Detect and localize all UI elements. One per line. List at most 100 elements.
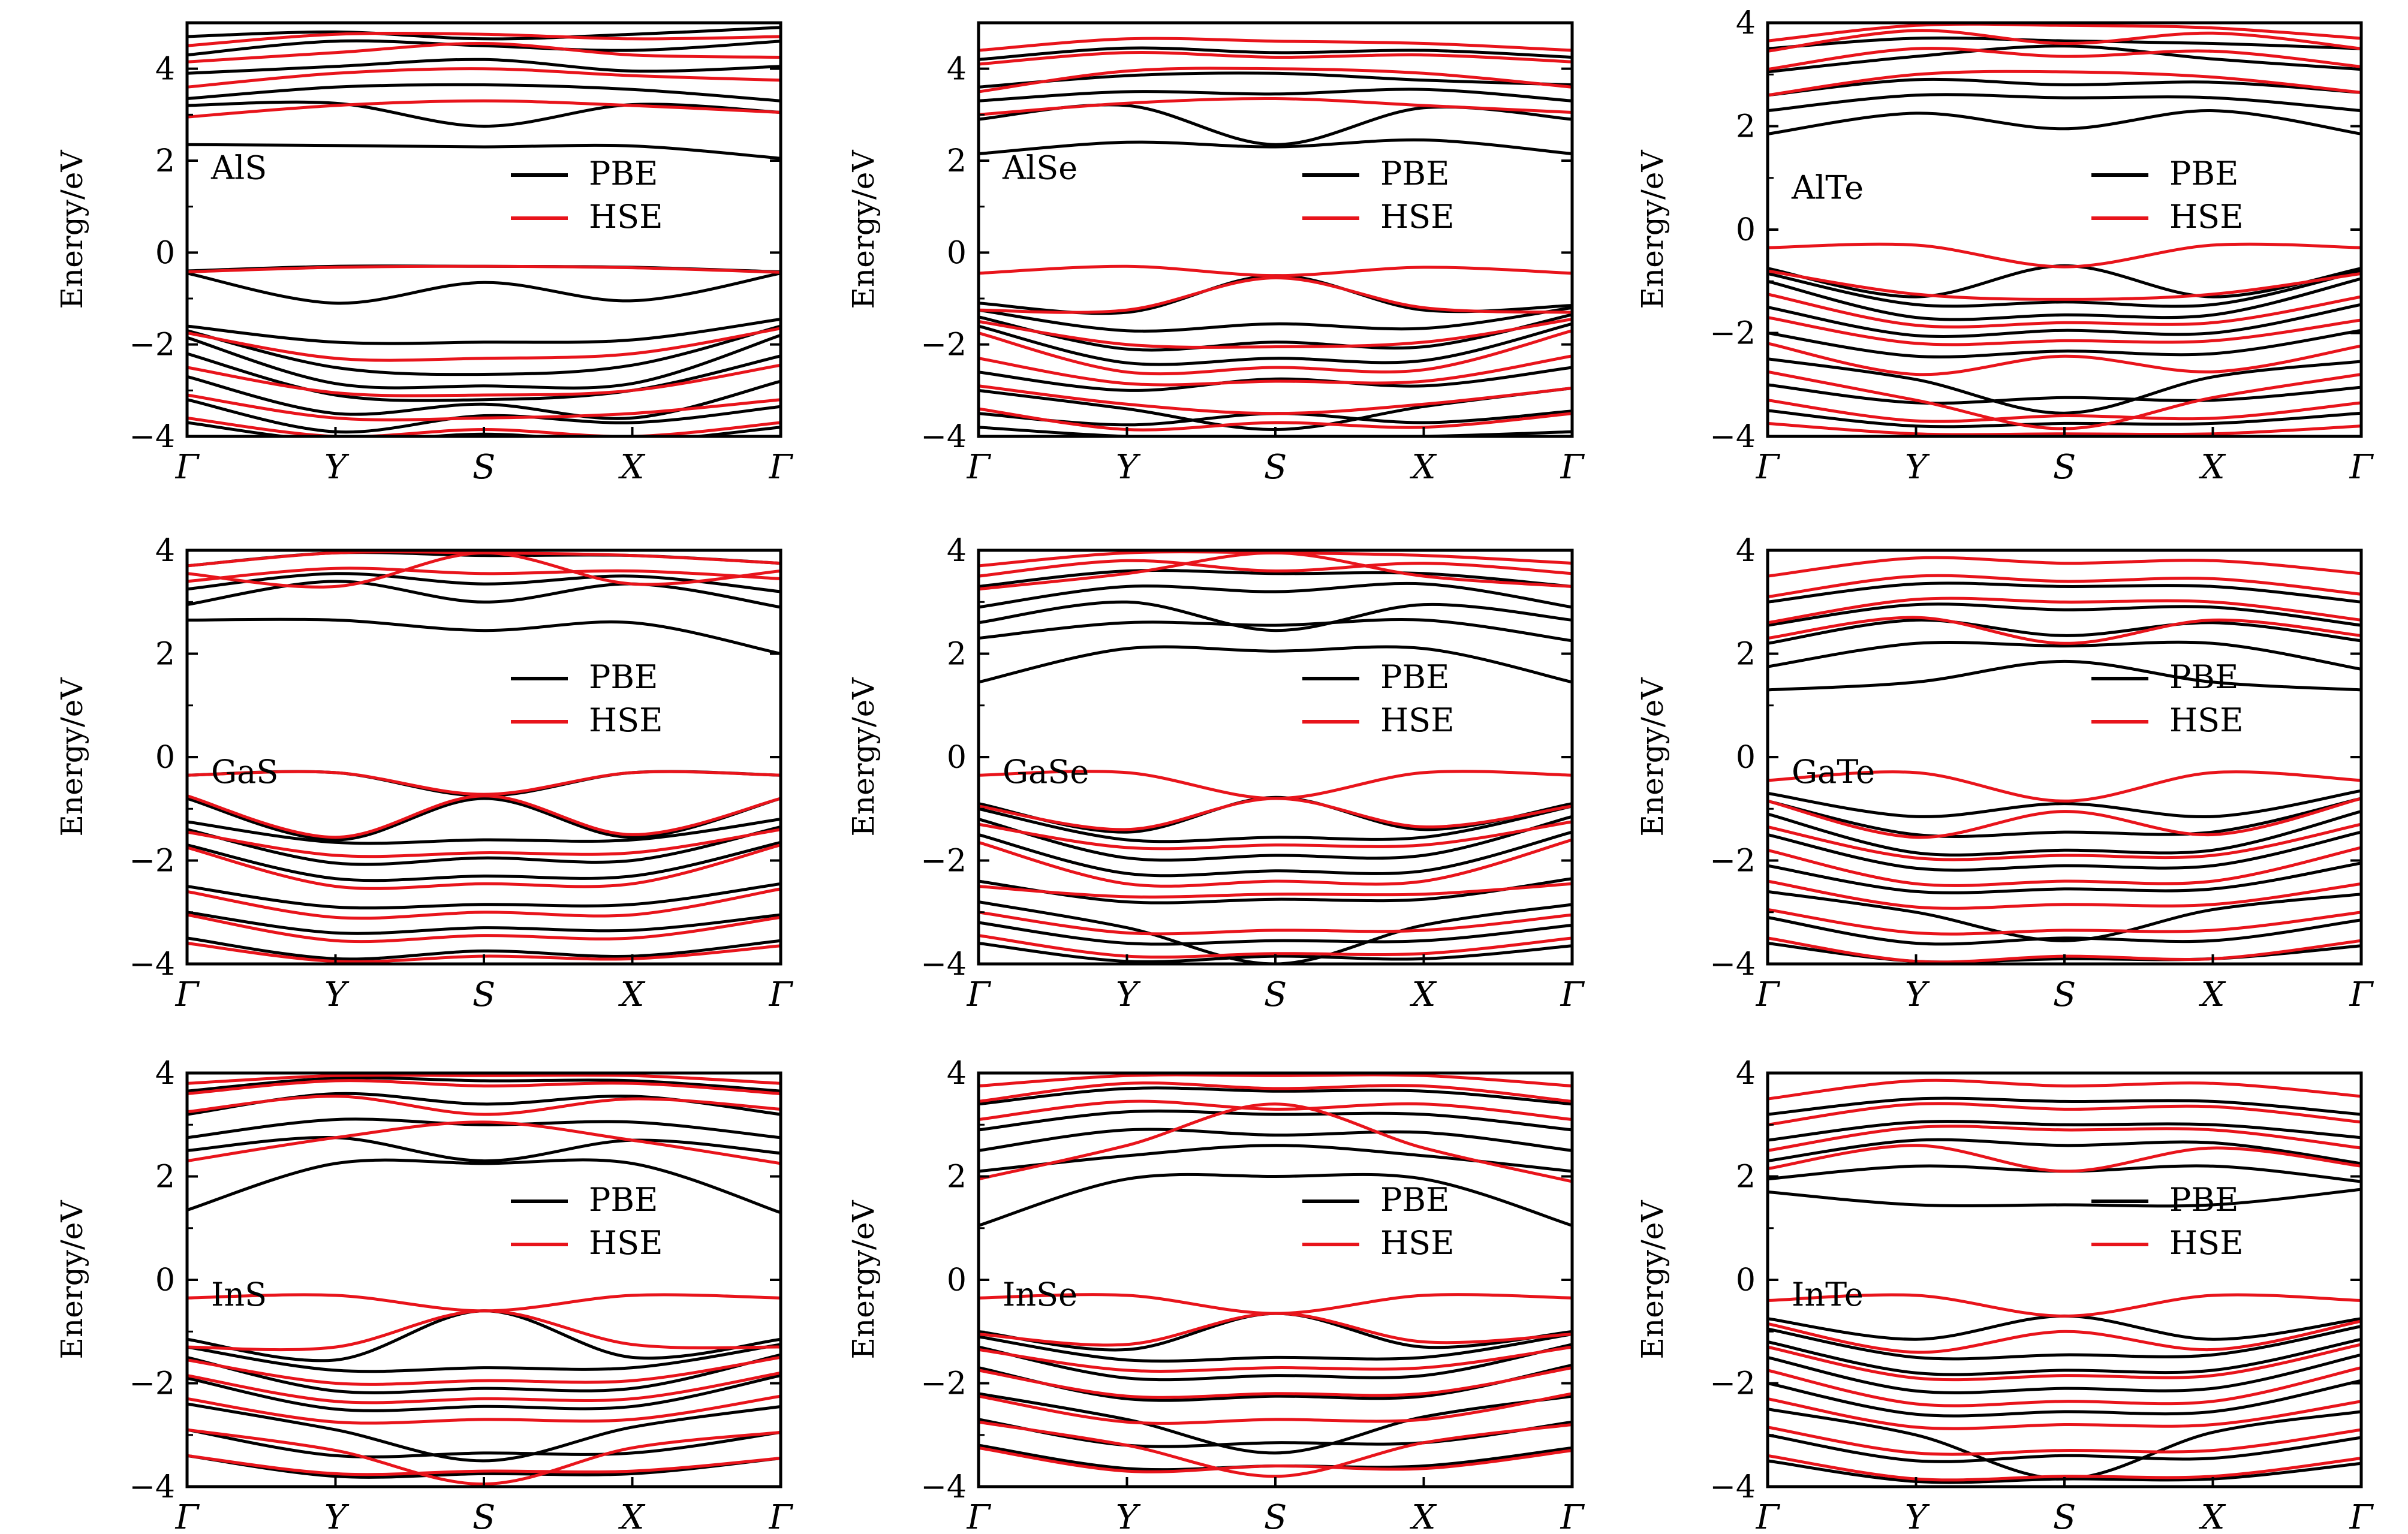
- material-label: AlTe: [1791, 168, 1864, 206]
- hse-conduction-band-alse-2: [979, 51, 1572, 66]
- pbe-conduction-band-gase-3: [979, 581, 1572, 609]
- kpoint-label: Γ: [175, 448, 200, 487]
- bands-inse: [979, 1073, 1572, 1478]
- pbe-valence-band-alte-4: [1768, 329, 2361, 358]
- pbe-valence-band-gas-3: [187, 825, 781, 866]
- hse-valence-band-gas-3: [187, 843, 781, 890]
- hse-valence-band-gate-1: [1768, 797, 2361, 839]
- legend-label-hse: HSE: [1380, 198, 1455, 236]
- pbe-conduction-band-alte-4: [1768, 36, 2361, 50]
- hse-valence-band-gas-5: [187, 913, 781, 944]
- kpoint-label: X: [1410, 448, 1437, 487]
- hse-valence-band-ins-5: [187, 1428, 781, 1486]
- hse-conduction-band-alse-0: [979, 97, 1572, 116]
- ytick-label: 2: [155, 143, 175, 179]
- kpoint-label: Γ: [967, 1498, 992, 1534]
- pbe-valence-band-gate-1: [1768, 797, 2361, 838]
- hse-valence-band-gase-5: [979, 911, 1572, 936]
- ytick-label: 4: [1736, 5, 1756, 41]
- ytick-label: −2: [920, 1366, 967, 1402]
- pbe-valence-band-inte-0: [1768, 1314, 2361, 1341]
- hse-conduction-band-gate-0: [1768, 616, 2361, 645]
- pbe-valence-band-alse-3: [979, 322, 1572, 366]
- ytick-label: 2: [947, 637, 967, 673]
- pbe-valence-band-alte-3: [1768, 303, 2361, 338]
- kpoint-label: S: [472, 975, 495, 1014]
- hse-conduction-band-alse-1: [979, 67, 1572, 94]
- legend-label-pbe: PBE: [2169, 1181, 2238, 1219]
- hse-valence-band-inte-6: [1768, 1454, 2361, 1482]
- pbe-conduction-band-alte-0: [1768, 109, 2361, 135]
- hse-valence-band-gate-3: [1768, 846, 2361, 887]
- kpoint-label: Γ: [175, 975, 200, 1014]
- pbe-valence-band-inse-5: [979, 1418, 1572, 1448]
- pbe-valence-band-als-4: [187, 333, 781, 390]
- hse-valence-band-inse-1: [979, 1312, 1572, 1347]
- kpoint-label: Y: [324, 448, 350, 487]
- kpoint-label: Γ: [1756, 975, 1781, 1014]
- pbe-valence-band-gase-2: [979, 815, 1572, 862]
- hse-valence-band-alse-1: [979, 276, 1572, 314]
- pbe-valence-band-gate-6: [1768, 915, 2361, 946]
- kpoint-label: S: [472, 1498, 495, 1534]
- ytick-label: −4: [920, 947, 967, 983]
- hse-valence-band-gas-0: [187, 770, 781, 796]
- pbe-conduction-band-alte-3: [1768, 44, 2361, 74]
- kpoint-label: Γ: [1560, 1498, 1585, 1534]
- pbe-valence-band-inse-1: [979, 1333, 1572, 1363]
- bands-inte: [1768, 1078, 2361, 1484]
- legend-label-pbe: PBE: [1380, 155, 1449, 192]
- hse-conduction-band-gate-1: [1768, 596, 2361, 625]
- kpoint-label: S: [472, 448, 495, 487]
- hse-conduction-band-alte-1: [1768, 47, 2361, 71]
- hse-conduction-band-gas-2: [187, 551, 781, 589]
- hse-valence-band-gase-2: [979, 820, 1572, 851]
- ytick-label: 0: [155, 1262, 175, 1298]
- hse-valence-band-gas-1: [187, 794, 781, 839]
- pbe-valence-band-inse-4: [979, 1392, 1572, 1455]
- kpoint-label: Y: [1116, 1498, 1141, 1534]
- hse-conduction-band-inse-1: [979, 1099, 1572, 1122]
- pbe-valence-band-gase-4: [979, 877, 1572, 905]
- ytick-label: −2: [1709, 843, 1756, 879]
- hse-valence-band-gas-2: [187, 828, 781, 858]
- pbe-conduction-band-als-0: [187, 143, 781, 160]
- ytick-label: 0: [1736, 740, 1756, 776]
- legend-label-hse: HSE: [2169, 198, 2244, 236]
- hse-valence-band-als-1: [187, 327, 781, 362]
- ytick-label: 2: [1736, 109, 1756, 145]
- pbe-valence-band-gas-7: [187, 936, 781, 961]
- material-label: AlSe: [1002, 149, 1077, 187]
- y-axis-label: Energy/eV: [55, 1200, 89, 1360]
- hse-valence-band-alse-6: [979, 407, 1572, 432]
- pbe-conduction-band-alte-2: [1768, 77, 2361, 97]
- hse-conduction-band-alte-3: [1768, 23, 2361, 43]
- ytick-label: −2: [129, 1366, 175, 1402]
- hse-valence-band-alte-1: [1768, 269, 2361, 301]
- ytick-label: 0: [947, 740, 967, 776]
- pbe-valence-band-gate-2: [1768, 810, 2361, 857]
- pbe-conduction-band-alse-2: [979, 88, 1572, 103]
- pbe-valence-band-alse-2: [979, 313, 1572, 352]
- ytick-label: 2: [947, 1159, 967, 1195]
- kpoint-label: Γ: [2349, 448, 2374, 487]
- hse-conduction-band-gase-2: [979, 551, 1572, 591]
- ytick-label: 4: [947, 52, 967, 88]
- pbe-valence-band-gase-6: [979, 921, 1572, 946]
- kpoint-label: S: [1264, 975, 1287, 1014]
- pbe-valence-band-alte-0: [1768, 264, 2361, 299]
- pbe-valence-band-alte-1: [1768, 269, 2361, 308]
- hse-conduction-band-inte-1: [1768, 1125, 2361, 1152]
- kpoint-label: Y: [1905, 975, 1930, 1014]
- y-axis-label: Energy/eV: [846, 677, 881, 837]
- ytick-label: 4: [155, 52, 175, 88]
- pbe-valence-band-gas-5: [187, 882, 781, 910]
- pbe-conduction-band-inse-2: [979, 1128, 1572, 1152]
- kpoint-label: Y: [324, 975, 350, 1014]
